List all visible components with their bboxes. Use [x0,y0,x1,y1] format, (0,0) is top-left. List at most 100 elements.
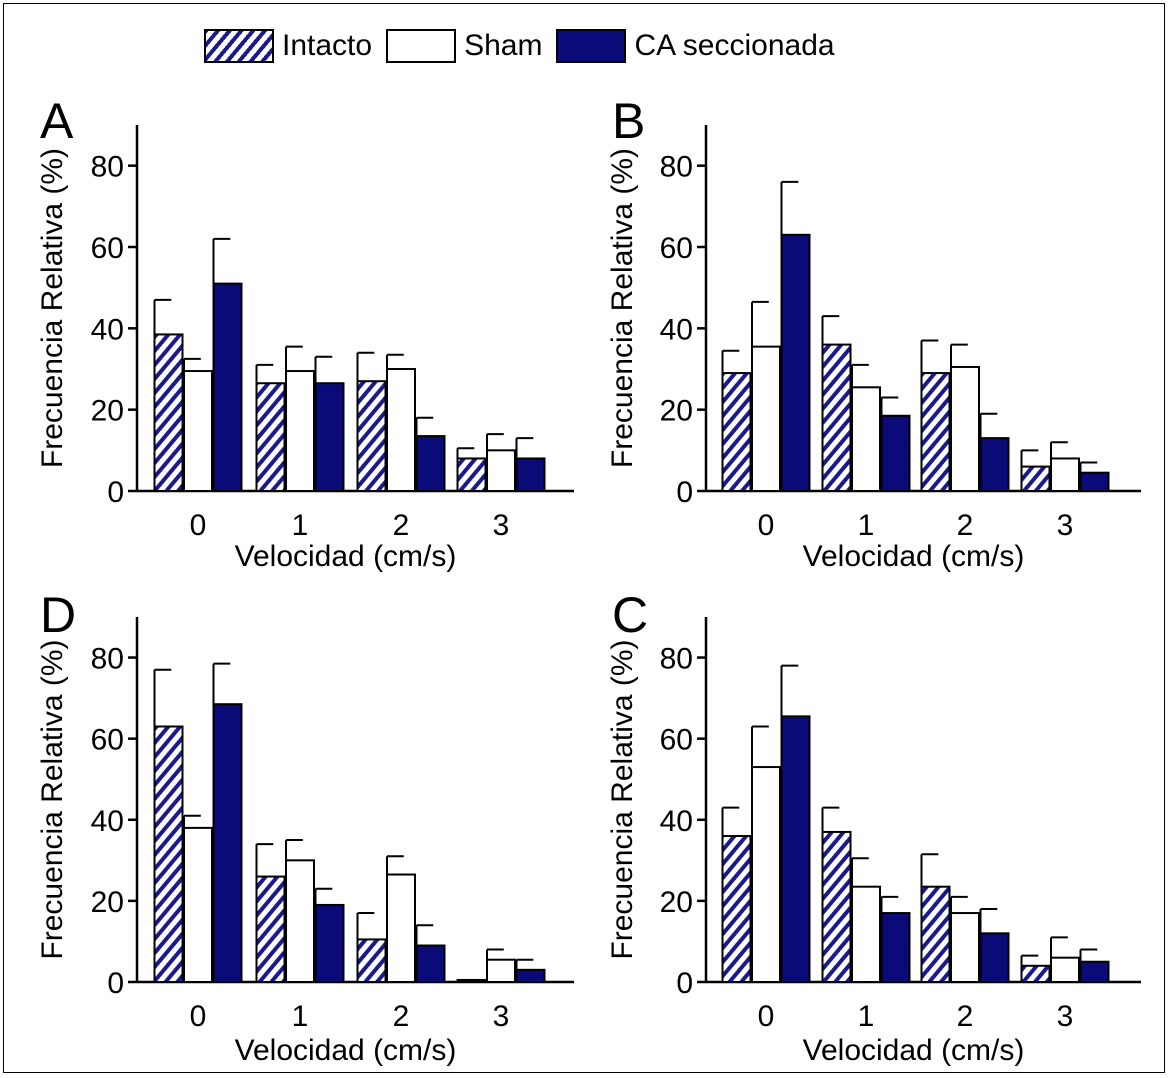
figure-border [3,3,1165,1073]
bar-intacto [153,725,184,983]
bar-ca-seccionada [1079,960,1110,984]
legend-item-ca-seccionada: CA seccionada [556,29,835,63]
y-axis-label: Frecuencia Relativa (%) [606,639,639,959]
legend-swatch-navy [556,29,627,63]
y-tick-label: 0 [676,476,693,509]
bar-intacto [456,457,487,493]
x-tick-label: 3 [493,1000,510,1033]
legend: Intacto Sham CA seccionada [204,26,849,66]
bar-sham [851,885,881,984]
bar-intacto [356,380,387,493]
panel-label-a: A [40,93,74,149]
bar-sham [486,449,516,493]
x-tick-label: 1 [292,1000,309,1033]
x-tick-label: 2 [393,1000,410,1033]
y-tick-label: 0 [676,967,693,1000]
x-axis-label: Velocidad (cm/s) [803,1034,1025,1067]
chart-panel-d: D 0 20 40 60 80 Frecuencia Relativa (%) 0 1 2 3 Vel… [36,587,574,1067]
y-tick-label: 20 [660,886,693,919]
x-tick-label: 0 [758,1000,775,1033]
bar-ca-seccionada [415,435,446,493]
bar-sham [285,859,315,983]
chart-panel-b: B 0 20 40 60 80 Frecuencia Relativa (%) 0 1 2 3 Vel… [606,93,1141,573]
bar-sham [1050,457,1080,493]
legend-item-sham: Sham [386,29,542,63]
bar-ca-seccionada [880,414,911,492]
bar-sham [950,912,980,983]
x-tick-label: 3 [493,509,510,542]
x-tick-label: 2 [393,509,410,542]
y-tick-label: 60 [91,232,124,265]
x-tick-label: 3 [1057,509,1074,542]
bar-ca-seccionada [212,282,243,492]
bar-ca-seccionada [415,944,446,983]
bar-intacto [821,343,852,492]
bar-sham [486,958,516,984]
x-tick-label: 0 [758,509,775,542]
y-tick-label: 80 [91,643,124,676]
bar-ca-seccionada [1079,471,1110,493]
legend-label-sham: Sham [464,29,543,62]
bar-intacto [1020,465,1051,493]
bar-sham [386,368,416,492]
x-tick-label: 2 [957,509,974,542]
bar-sham [183,370,213,492]
x-axis-label: Velocidad (cm/s) [803,540,1025,573]
y-axis-label: Frecuencia Relativa (%) [36,639,69,959]
bar-ca-seccionada [979,437,1010,492]
bar-ca-seccionada [880,912,911,983]
bar-intacto [1020,964,1051,983]
bar-intacto [920,885,951,984]
bar-intacto [920,372,951,493]
chart-panel-c: C 0 20 40 60 80 Frecuencia Relativa (%) 0 1 2 3 Vel… [606,587,1141,1067]
bar-sham [183,826,213,984]
x-tick-label: 1 [292,509,309,542]
bar-intacto [153,333,184,492]
bar-intacto [721,372,752,493]
x-axis-label: Velocidad (cm/s) [235,540,457,573]
bar-ca-seccionada [314,382,345,493]
bar-sham [851,386,881,492]
y-tick-label: 20 [660,395,693,428]
bar-ca-seccionada [780,715,811,983]
bar-sham [386,873,416,983]
y-tick-label: 20 [91,886,124,919]
bar-intacto [721,835,752,983]
y-tick-label: 40 [91,805,124,838]
x-tick-label: 3 [1057,1000,1074,1033]
y-axis-label: Frecuencia Relativa (%) [36,148,69,468]
x-tick-label: 0 [190,509,207,542]
legend-swatch-hatched [204,29,274,63]
bar-ca-seccionada [979,932,1010,983]
y-tick-label: 60 [660,724,693,757]
x-tick-label: 0 [190,1000,207,1033]
x-tick-label: 2 [957,1000,974,1033]
panel-label-b: B [612,93,645,149]
legend-item-intacto: Intacto [204,29,372,63]
y-tick-label: 40 [660,805,693,838]
bar-ca-seccionada [515,968,546,983]
bar-intacto [356,938,387,984]
legend-label-ca-seccionada: CA seccionada [634,29,835,62]
y-tick-label: 60 [660,232,693,265]
bar-ca-seccionada [314,903,345,984]
x-tick-label: 1 [858,509,875,542]
y-tick-label: 40 [660,313,693,346]
x-axis-label: Velocidad (cm/s) [235,1034,457,1067]
y-tick-label: 40 [91,313,124,346]
bar-ca-seccionada [515,457,546,493]
legend-swatch-white [386,29,457,63]
bar-sham [751,345,781,492]
y-tick-label: 80 [91,151,124,184]
bar-sham [1050,956,1080,984]
y-tick-label: 60 [91,724,124,757]
bar-sham [285,370,315,492]
panel-label-d: D [40,587,76,643]
bar-ca-seccionada [212,703,243,983]
bar-intacto [255,382,286,493]
panel-label-c: C [612,587,648,643]
bar-intacto [456,978,487,984]
bar-ca-seccionada [780,233,811,493]
